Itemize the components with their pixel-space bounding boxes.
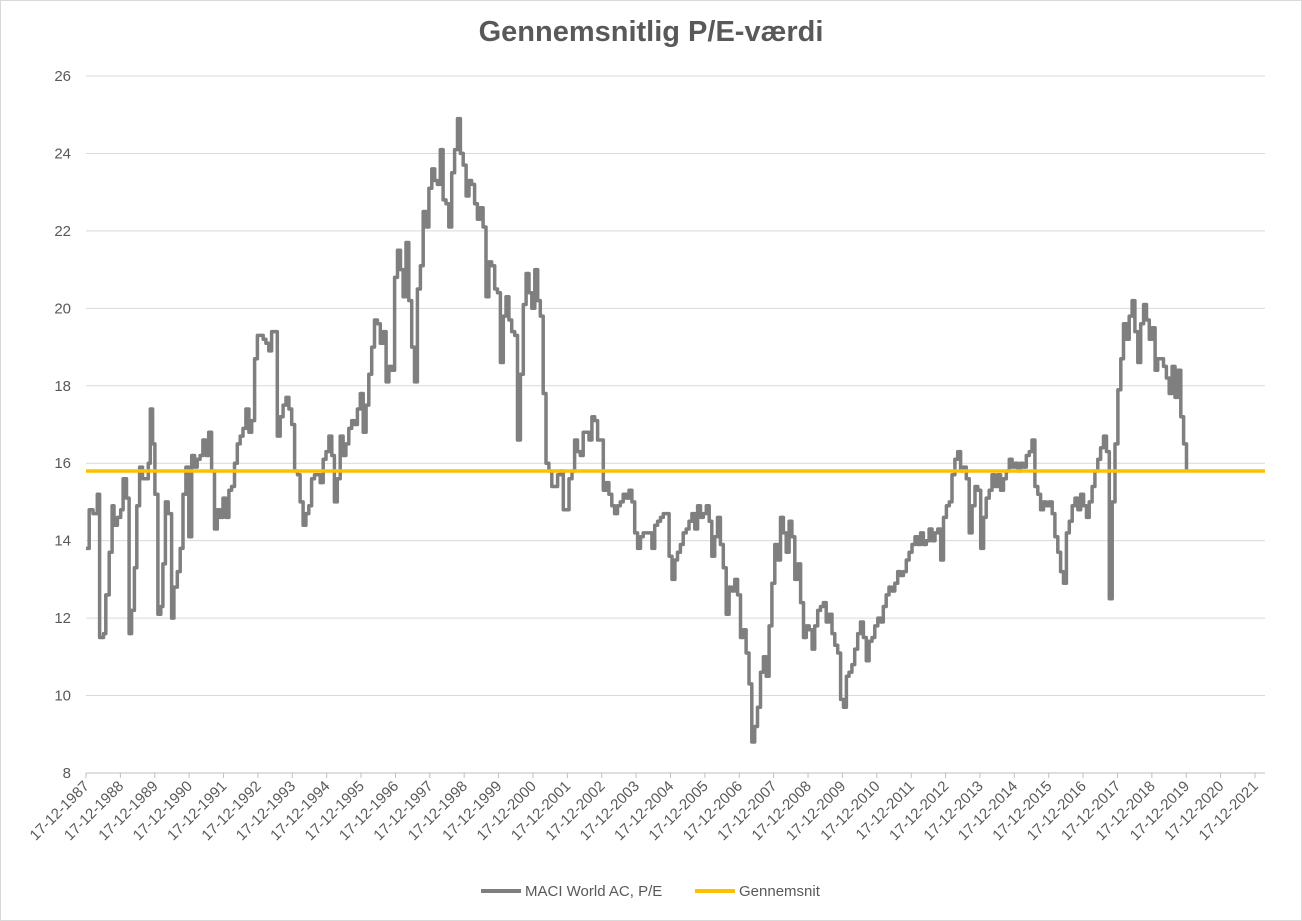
plot-area	[86, 116, 1265, 744]
y-tick-label: 24	[54, 145, 71, 162]
y-axis-ticks: 8 10 12 14 16 18 20 22 24 26	[54, 68, 71, 782]
gridlines	[86, 75, 1265, 697]
legend-label: MACI World AC, P/E	[525, 883, 662, 900]
legend: MACI World AC, P/E Gennemsnit	[481, 883, 821, 900]
y-tick-label: 20	[54, 300, 71, 317]
y-tick-label: 10	[54, 688, 71, 705]
legend-label: Gennemsnit	[739, 883, 821, 900]
y-tick-label: 8	[63, 765, 71, 782]
y-tick-label: 16	[54, 455, 71, 472]
series-line-pe	[86, 116, 1189, 744]
y-tick-label: 12	[54, 610, 71, 627]
y-tick-label: 14	[54, 533, 71, 550]
y-tick-label: 26	[54, 68, 71, 85]
y-tick-label: 18	[54, 378, 71, 395]
x-axis: 17-12-198717-12-198817-12-198917-12-1990…	[27, 772, 1265, 844]
chart-title: Gennemsnitlig P/E-værdi	[478, 16, 824, 48]
y-tick-label: 22	[54, 223, 71, 240]
